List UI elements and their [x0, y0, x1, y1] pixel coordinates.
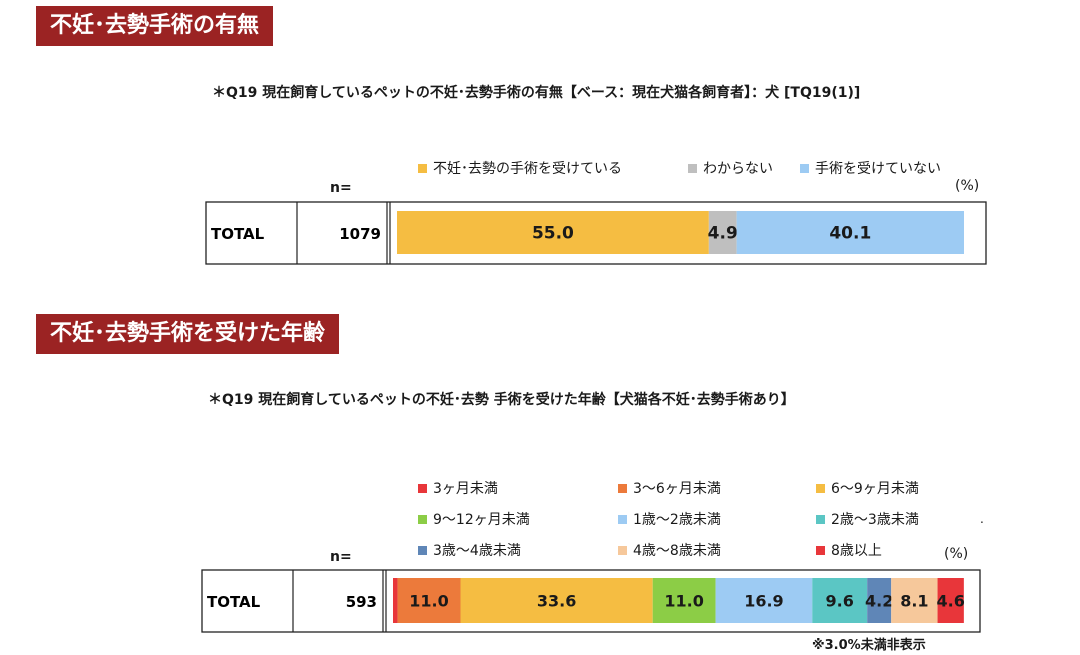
bar-segment [393, 578, 398, 623]
legend-item: 3ヶ月未満 [418, 478, 498, 498]
data-label: 55.0 [532, 224, 574, 244]
n-value: 1079 [339, 225, 381, 243]
legend-label: わからない [703, 161, 773, 177]
legend-item: 不妊･去勢の手術を受けている [418, 158, 622, 178]
data-label: 4.2 [865, 591, 893, 610]
data-label: 11.0 [409, 591, 448, 610]
stray-mark: . [980, 512, 984, 526]
legend-swatch [618, 514, 627, 524]
legend-swatch [418, 483, 427, 493]
legend-item: 3歳～4歳未満 [418, 540, 521, 560]
section-heading-surgery: 不妊･去勢手術の有無 [36, 6, 274, 46]
question-surgery: ＊Q19 現在飼育しているペットの不妊･去勢手術の有無【ベース：現在犬猫各飼育者… [212, 85, 861, 101]
row-label: TOTAL [211, 225, 265, 243]
legend-label: 3～6ヶ月未満 [633, 481, 721, 497]
table-border [201, 569, 981, 633]
legend-swatch [418, 545, 427, 555]
legend-item: わからない [688, 158, 773, 178]
bar-segment [397, 211, 709, 254]
legend-item: 手術を受けていない [800, 158, 941, 178]
data-label: 4.9 [708, 224, 738, 244]
legend-swatch [688, 163, 697, 173]
legend-label: 2歳～3歳未満 [831, 512, 919, 528]
legend-label: 手術を受けていない [815, 161, 941, 177]
table-border [205, 201, 987, 265]
legend-label: 3ヶ月未満 [433, 481, 498, 497]
n-label-age: n= [330, 549, 352, 565]
legend-item: 9～12ヶ月未満 [418, 509, 530, 529]
bar-segment [715, 578, 813, 623]
legend-swatch [418, 163, 427, 173]
legend-swatch [816, 514, 825, 524]
legend-swatch [618, 483, 627, 493]
bar-segment [736, 211, 964, 254]
legend-swatch [816, 483, 825, 493]
footnote: ※3.0%未満非表示 [812, 638, 926, 653]
bar-segment [652, 578, 716, 623]
data-label: 9.6 [826, 591, 854, 610]
chart-table: TOTAL 1079 55.0 4.9 40.1 [205, 201, 987, 265]
legend-label: 6～9ヶ月未満 [831, 481, 919, 497]
data-label: 8.1 [900, 591, 928, 610]
legend-label: 3歳～4歳未満 [433, 543, 521, 559]
legend-label: 9～12ヶ月未満 [433, 512, 530, 528]
bar-segment [891, 578, 938, 623]
data-label: 40.1 [829, 224, 871, 244]
legend-label: 8歳以上 [831, 543, 882, 559]
chart-table: TOTAL 593 11.0 33.6 11.0 16.9 9.6 4.2 8.1 4.6 [201, 569, 981, 633]
row-label: TOTAL [207, 593, 261, 611]
bar-segment [937, 578, 964, 623]
legend-label: 1歳～2歳未満 [633, 512, 721, 528]
data-label: 4.6 [937, 591, 965, 610]
legend-swatch [816, 545, 825, 555]
legend-label: 4歳～8歳未満 [633, 543, 721, 559]
legend-item: 3～6ヶ月未満 [618, 478, 721, 498]
legend-item: 8歳以上 [816, 540, 882, 560]
unit-label-surgery: (%) [955, 178, 980, 194]
legend-item: 6～9ヶ月未満 [816, 478, 919, 498]
bar-segment [812, 578, 868, 623]
data-label: 11.0 [664, 591, 703, 610]
bar-segment [460, 578, 653, 623]
legend-swatch [618, 545, 627, 555]
question-age: ＊Q19 現在飼育しているペットの不妊･去勢 手術を受けた年齢【犬猫各不妊･去勢… [208, 392, 795, 408]
n-label-surgery: n= [330, 180, 352, 196]
legend-swatch [800, 163, 809, 173]
n-value: 593 [346, 593, 377, 611]
bar-segment [867, 578, 892, 623]
legend-label: 不妊･去勢の手術を受けている [433, 161, 622, 177]
bar-segment [397, 578, 461, 623]
section-heading-age: 不妊･去勢手術を受けた年齢 [36, 314, 340, 354]
data-label: 16.9 [744, 591, 783, 610]
bar-segment [708, 211, 737, 254]
unit-label-age: (%) [944, 546, 969, 562]
legend-item: 1歳～2歳未満 [618, 509, 721, 529]
legend-swatch [418, 514, 427, 524]
data-label: 33.6 [537, 591, 576, 610]
legend-item: 4歳～8歳未満 [618, 540, 721, 560]
legend-item: 2歳～3歳未満 [816, 509, 919, 529]
